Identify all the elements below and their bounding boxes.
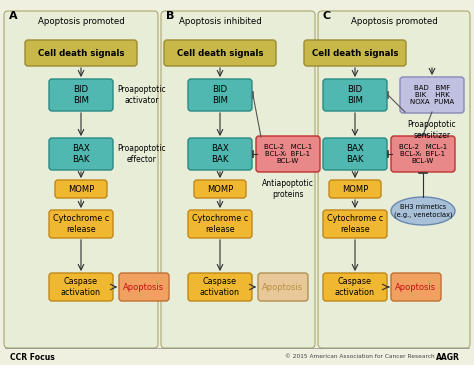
Text: Caspase
activation: Caspase activation bbox=[200, 277, 240, 297]
Text: BID
BIM: BID BIM bbox=[347, 85, 363, 105]
FancyBboxPatch shape bbox=[188, 138, 252, 170]
Text: Cytochrome c
release: Cytochrome c release bbox=[192, 214, 248, 234]
Text: Cell death signals: Cell death signals bbox=[38, 49, 124, 58]
FancyBboxPatch shape bbox=[49, 210, 113, 238]
FancyBboxPatch shape bbox=[391, 136, 455, 172]
FancyBboxPatch shape bbox=[194, 180, 246, 198]
FancyBboxPatch shape bbox=[323, 138, 387, 170]
Text: B: B bbox=[166, 11, 174, 21]
Text: MOMP: MOMP bbox=[342, 184, 368, 193]
FancyBboxPatch shape bbox=[188, 210, 252, 238]
Text: Apoptosis inhibited: Apoptosis inhibited bbox=[179, 16, 261, 26]
FancyBboxPatch shape bbox=[400, 77, 464, 113]
Text: Proapoptotic
activator: Proapoptotic activator bbox=[117, 85, 165, 105]
Text: BID
BIM: BID BIM bbox=[73, 85, 89, 105]
FancyBboxPatch shape bbox=[391, 273, 441, 301]
Text: Caspase
activation: Caspase activation bbox=[335, 277, 375, 297]
Text: Proapoptotic
sensitizer: Proapoptotic sensitizer bbox=[408, 120, 456, 140]
Text: BAX
BAK: BAX BAK bbox=[72, 144, 90, 164]
Text: Caspase
activation: Caspase activation bbox=[61, 277, 101, 297]
FancyBboxPatch shape bbox=[256, 136, 320, 172]
Text: A: A bbox=[9, 11, 18, 21]
FancyBboxPatch shape bbox=[161, 11, 315, 348]
Ellipse shape bbox=[391, 197, 455, 225]
FancyBboxPatch shape bbox=[49, 138, 113, 170]
FancyBboxPatch shape bbox=[25, 40, 137, 66]
Text: BAX
BAK: BAX BAK bbox=[346, 144, 364, 164]
FancyBboxPatch shape bbox=[188, 273, 252, 301]
Text: Apoptosis: Apoptosis bbox=[263, 283, 303, 292]
Text: Apoptosis: Apoptosis bbox=[395, 283, 437, 292]
Text: Cell death signals: Cell death signals bbox=[312, 49, 398, 58]
FancyBboxPatch shape bbox=[258, 273, 308, 301]
Text: Proapoptotic
effector: Proapoptotic effector bbox=[117, 144, 165, 164]
Text: Cytochrome c
release: Cytochrome c release bbox=[53, 214, 109, 234]
FancyBboxPatch shape bbox=[49, 273, 113, 301]
Text: Antiapoptotic
proteins: Antiapoptotic proteins bbox=[262, 179, 314, 199]
Text: © 2015 American Association for Cancer Research: © 2015 American Association for Cancer R… bbox=[285, 354, 435, 360]
Text: Apoptosis promoted: Apoptosis promoted bbox=[351, 16, 438, 26]
Text: MOMP: MOMP bbox=[68, 184, 94, 193]
FancyBboxPatch shape bbox=[55, 180, 107, 198]
Text: MOMP: MOMP bbox=[207, 184, 233, 193]
Text: BCL-2   MCL-1
BCL-Xₗ  BFL-1
BCL-W: BCL-2 MCL-1 BCL-Xₗ BFL-1 BCL-W bbox=[399, 144, 447, 164]
FancyBboxPatch shape bbox=[4, 11, 158, 348]
FancyBboxPatch shape bbox=[323, 79, 387, 111]
Text: BAD   BMF
BIK    HRK
NOXA  PUMA: BAD BMF BIK HRK NOXA PUMA bbox=[410, 85, 454, 105]
Text: Cytochrome c
release: Cytochrome c release bbox=[327, 214, 383, 234]
FancyBboxPatch shape bbox=[119, 273, 169, 301]
FancyBboxPatch shape bbox=[323, 273, 387, 301]
FancyBboxPatch shape bbox=[323, 210, 387, 238]
Text: CCR Focus: CCR Focus bbox=[10, 353, 55, 361]
FancyBboxPatch shape bbox=[49, 79, 113, 111]
FancyBboxPatch shape bbox=[304, 40, 406, 66]
Text: BID
BIM: BID BIM bbox=[212, 85, 228, 105]
Text: C: C bbox=[323, 11, 331, 21]
Text: Cell death signals: Cell death signals bbox=[177, 49, 263, 58]
FancyBboxPatch shape bbox=[188, 79, 252, 111]
Text: Apoptosis: Apoptosis bbox=[123, 283, 164, 292]
Text: AAGR: AAGR bbox=[436, 353, 460, 361]
FancyBboxPatch shape bbox=[318, 11, 470, 348]
Text: BCL-2   MCL-1
BCL-Xₗ  BFL-1
BCL-W: BCL-2 MCL-1 BCL-Xₗ BFL-1 BCL-W bbox=[264, 144, 312, 164]
Text: BAX
BAK: BAX BAK bbox=[211, 144, 229, 164]
Text: BH3 mimetics
(e.g., venetoclax): BH3 mimetics (e.g., venetoclax) bbox=[394, 204, 452, 218]
FancyBboxPatch shape bbox=[329, 180, 381, 198]
Text: Apoptosis promoted: Apoptosis promoted bbox=[37, 16, 124, 26]
FancyBboxPatch shape bbox=[164, 40, 276, 66]
